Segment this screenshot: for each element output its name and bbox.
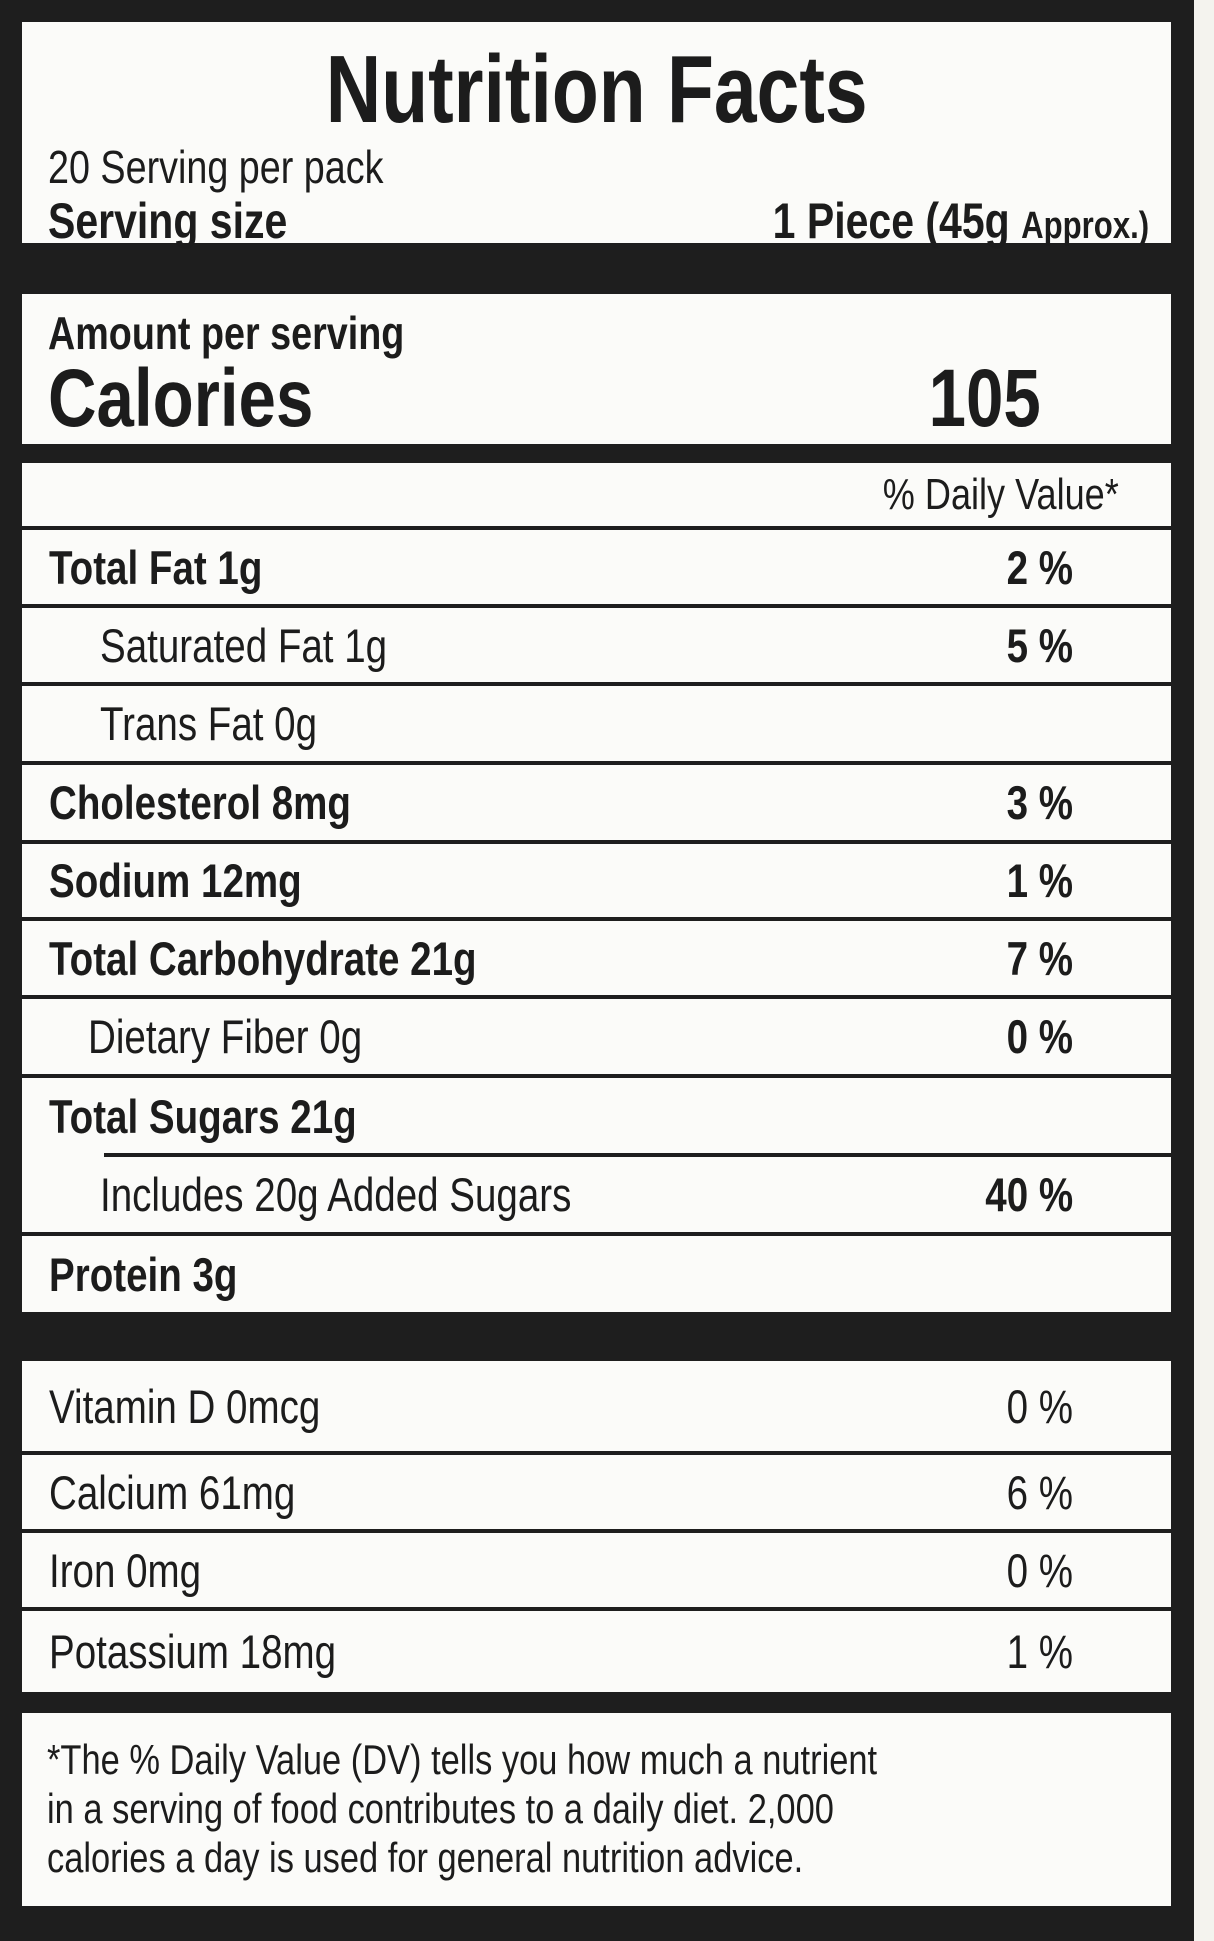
servings-per-pack: 20 Serving per pack	[48, 141, 384, 193]
nutrient-row-added-sugars: Includes 20g Added Sugars 40 %	[22, 1157, 1171, 1236]
nutrient-row-total-sugars: Total Sugars 21g	[49, 1090, 357, 1143]
vitamin-row-potassium: Potassium 18mg 1 %	[49, 1625, 1073, 1678]
nutrient-row-dietary-fiber: Dietary Fiber 0g 0 %	[22, 999, 1171, 1078]
calories-section: Amount per serving Calories 105	[22, 294, 1171, 444]
nutrient-row-saturated-fat: Saturated Fat 1g 5 %	[22, 608, 1171, 686]
daily-value-footnote: *The % Daily Value (DV) tells you how mu…	[47, 1736, 878, 1881]
nutrients-section: % Daily Value* Total Fat 1g 2 % Saturated…	[22, 463, 1171, 1312]
footnote-section: *The % Daily Value (DV) tells you how mu…	[22, 1713, 1171, 1906]
calories-value: 105	[928, 353, 1041, 444]
nutrient-row-sodium: Sodium 12mg 1 %	[22, 844, 1171, 921]
nutrient-row-trans-fat: Trans Fat 0g	[22, 686, 1171, 765]
nutrient-row-cholesterol: Cholesterol 8mg 3 %	[22, 765, 1171, 844]
label-title: Nutrition Facts	[325, 36, 868, 143]
vitamin-row-calcium: Calcium 61mg 6 %	[22, 1455, 1171, 1533]
header-section: Nutrition Facts 20 Serving per pack Serv…	[22, 22, 1171, 249]
serving-size-label: Serving size	[48, 193, 288, 249]
nutrient-row-total-carbohydrate: Total Carbohydrate 21g 7 %	[22, 921, 1171, 999]
serving-size-value: 1 Piece (45g Approx.)	[772, 193, 1149, 249]
calories-label: Calories	[48, 353, 314, 444]
added-sugars-divider	[104, 1153, 1171, 1157]
nutrient-row-total-fat: Total Fat 1g 2 %	[22, 530, 1171, 608]
vitamin-row-vitamin-d: Vitamin D 0mcg 0 %	[22, 1361, 1171, 1455]
amount-per-serving: Amount per serving	[48, 307, 405, 359]
daily-value-header: % Daily Value*	[22, 463, 1171, 530]
nutrient-row-protein: Protein 3g	[49, 1247, 238, 1301]
vitamins-section: Vitamin D 0mcg 0 % Calcium 61mg 6 % Iron 0…	[22, 1361, 1171, 1692]
vitamin-row-iron: Iron 0mg 0 %	[22, 1533, 1171, 1611]
